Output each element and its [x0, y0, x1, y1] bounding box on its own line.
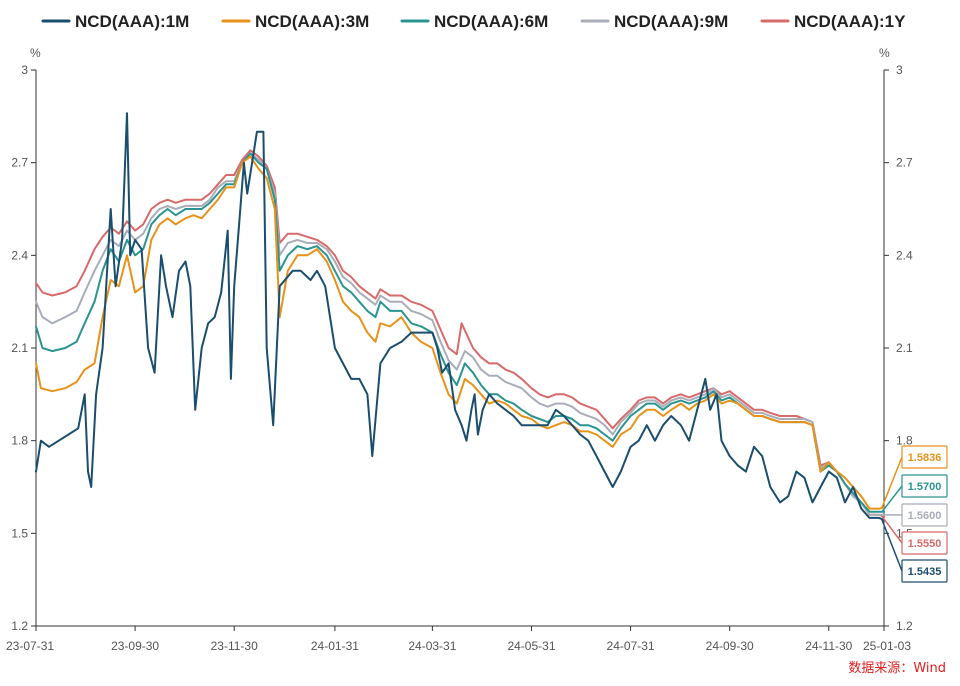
- legend-label: NCD(AAA):6M: [434, 12, 548, 31]
- series-line-ncd-aaa-1y: [35, 149, 885, 518]
- end-value-label: 1.5435: [908, 566, 942, 578]
- left-y-tick-label: 2.4: [11, 248, 28, 262]
- legend-label: NCD(AAA):1Y: [794, 12, 906, 31]
- end-tag-pointer: [881, 456, 903, 508]
- x-tick-label: 23-11-30: [211, 639, 258, 653]
- end-tag-pointer: [881, 485, 903, 513]
- right-y-tick-label: 2.7: [896, 156, 913, 170]
- legend-label: NCD(AAA):3M: [255, 12, 369, 31]
- x-tick-label: 24-01-31: [311, 639, 359, 653]
- end-value-tag: [901, 559, 948, 583]
- end-tag-pointer: [881, 519, 903, 572]
- end-value-tag: [901, 503, 948, 527]
- end-tag-pointer: [881, 515, 903, 544]
- x-tick-label: 23-07-31: [6, 639, 54, 653]
- right-y-tick-label: 1.2: [896, 619, 913, 633]
- x-tick-label: 23-09-30: [111, 639, 159, 653]
- left-axis-unit-label: %: [30, 46, 41, 60]
- end-value-label: 1.5836: [908, 452, 942, 464]
- right-y-tick-label: 3: [896, 63, 903, 77]
- end-value-tag: [901, 531, 948, 555]
- x-ticks: 23-07-31 23-09-30 23-11-30 24-01-31 24-03-31…: [6, 626, 911, 653]
- source-note: 数据来源：Wind: [848, 661, 946, 676]
- x-tick-label: 24-03-31: [408, 639, 456, 653]
- end-value-tags: 1.5435 1.5836 1.5700 1.5600 1.5550: [881, 445, 948, 583]
- x-tick-label: 24-09-30: [706, 639, 754, 653]
- legend-label: NCD(AAA):9M: [614, 12, 728, 31]
- series-lines: [35, 112, 885, 521]
- right-y-tick-label: 2.4: [896, 248, 913, 262]
- right-y-tick-label: 2.1: [896, 341, 913, 355]
- legend-label: NCD(AAA):1M: [75, 12, 189, 31]
- series-line-ncd-aaa-1m: [35, 112, 885, 521]
- right-y-tick-label: 1.8: [896, 434, 913, 448]
- end-value-tag: [901, 445, 948, 469]
- x-tick-label: 24-05-31: [507, 639, 555, 653]
- x-tick-label: 24-07-31: [607, 639, 655, 653]
- legend: NCD(AAA):1M NCD(AAA):3M NCD(AAA):6M NCD(AAA…: [41, 12, 906, 31]
- end-value-label: 1.5700: [908, 481, 942, 493]
- y-ticks: 332.72.72.42.42.12.11.81.81.51.51.21.2: [11, 63, 913, 633]
- left-y-tick-label: 3: [21, 63, 28, 77]
- left-y-tick-label: 2.1: [11, 341, 28, 355]
- left-y-tick-label: 2.7: [11, 156, 28, 170]
- end-value-tag: [901, 474, 948, 498]
- series-line-ncd-aaa-9m: [35, 152, 885, 516]
- end-value-label: 1.5550: [908, 538, 942, 550]
- series-line-ncd-aaa-3m: [35, 155, 885, 510]
- x-tick-label: 24-11-30: [805, 639, 852, 653]
- left-y-tick-label: 1.2: [11, 619, 28, 633]
- end-value-label: 1.5600: [908, 510, 942, 522]
- right-axis-unit-label: %: [879, 46, 890, 60]
- left-y-tick-label: 1.8: [11, 434, 28, 448]
- left-y-tick-label: 1.5: [11, 526, 28, 540]
- x-tick-label: 25-01-03: [863, 639, 911, 653]
